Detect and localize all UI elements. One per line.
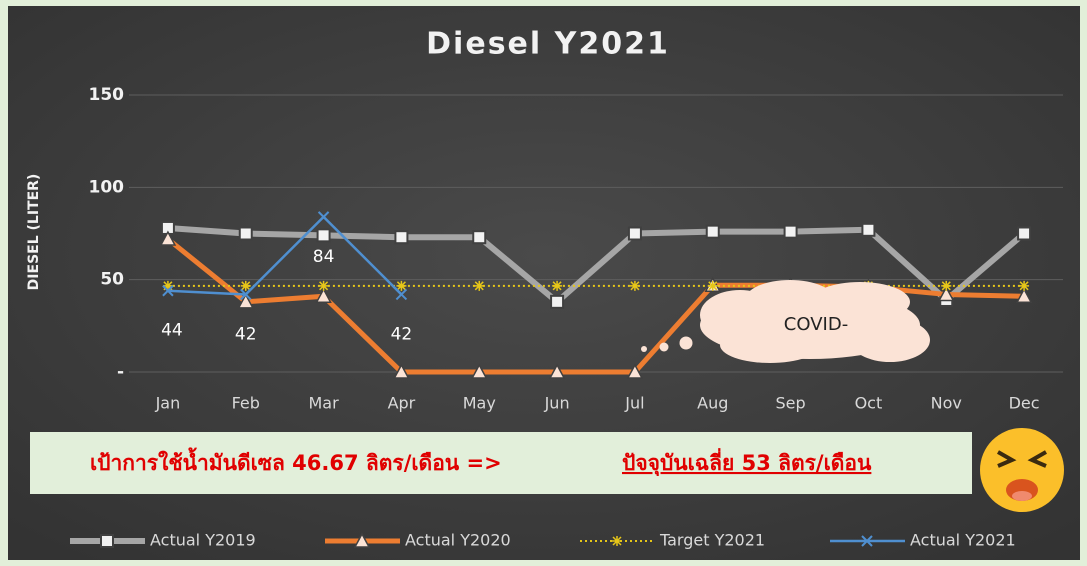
data-label: 42: [391, 324, 413, 344]
marker: [1017, 226, 1032, 241]
legend-marker: [100, 534, 114, 548]
x-tick-label: Mar: [308, 394, 339, 413]
marker: [396, 280, 407, 291]
data-label: 84: [313, 247, 335, 267]
marker: [240, 288, 252, 301]
x-tick-label: Aug: [697, 394, 728, 413]
legend-marker: [353, 532, 371, 548]
marker: [707, 280, 718, 291]
banner-left: เป้าการใช้น้ำมันดีเซล 46.67 ลิตร/เดือน =…: [90, 447, 502, 475]
marker: [162, 285, 174, 297]
marker: [783, 224, 798, 239]
marker: [626, 363, 644, 379]
marker: [237, 293, 255, 309]
marker: [162, 280, 173, 291]
data-label: 44: [161, 321, 183, 341]
banner-right: ปัจจุบันเฉลี่ย 53 ลิตร/เดือน: [622, 447, 872, 477]
legend-label: Target Y2021: [659, 531, 765, 550]
marker: [550, 294, 565, 309]
marker: [240, 280, 251, 291]
legend: Actual Y2019 Actual Y2020 Target Y2021 Actu…: [70, 531, 1016, 550]
marker: [395, 288, 408, 301]
x-tick-label: Jan: [155, 394, 181, 413]
x-tick-label: Apr: [388, 394, 416, 413]
marker: [315, 287, 332, 304]
y-axis-label: DIESEL (LITER): [26, 174, 42, 291]
cloud-label: COVID-: [784, 314, 848, 335]
marker: [629, 280, 640, 291]
x-tick-label: Nov: [931, 394, 962, 413]
y-tick-label: 100: [89, 177, 125, 197]
marker: [941, 280, 952, 291]
x-tick-label: Feb: [232, 394, 260, 413]
y-tick-label: 50: [100, 270, 124, 290]
marker: [318, 280, 329, 291]
marker: [393, 363, 410, 379]
marker: [1019, 280, 1030, 291]
marker: [317, 211, 330, 223]
marker: [552, 280, 563, 291]
marker: [159, 230, 177, 246]
x-tick-label: Oct: [855, 394, 883, 413]
x-tick-label: Dec: [1009, 394, 1040, 413]
legend-marker: [861, 535, 873, 547]
y-tick-label: -: [117, 362, 124, 382]
data-label: 42: [235, 324, 257, 344]
legend-marker: [612, 536, 622, 546]
x-tick-label: Sep: [776, 394, 806, 413]
series-line: [167, 224, 1027, 305]
x-tick-label: Jun: [544, 394, 570, 413]
emoji: [980, 428, 1064, 512]
x-tick-label: May: [463, 394, 496, 413]
marker: [394, 230, 409, 245]
banner: [30, 432, 972, 494]
marker: [861, 222, 876, 237]
series-line: [167, 215, 403, 296]
marker: [705, 224, 720, 239]
legend-label: Actual Y2020: [405, 531, 511, 550]
marker: [470, 363, 488, 379]
chart-title: Diesel Y2021: [426, 27, 670, 62]
cloud: COVID-: [641, 280, 930, 363]
marker: [316, 228, 331, 243]
marker: [548, 363, 566, 379]
marker: [474, 280, 485, 291]
legend-label: Actual Y2019: [150, 531, 256, 550]
legend-label: Actual Y2021: [910, 531, 1016, 550]
marker: [937, 285, 955, 302]
y-tick-label: 150: [89, 85, 125, 105]
x-tick-label: Jul: [624, 394, 644, 413]
marker: [472, 230, 487, 245]
marker: [238, 226, 253, 241]
marker: [1015, 287, 1033, 304]
marker: [627, 226, 642, 241]
